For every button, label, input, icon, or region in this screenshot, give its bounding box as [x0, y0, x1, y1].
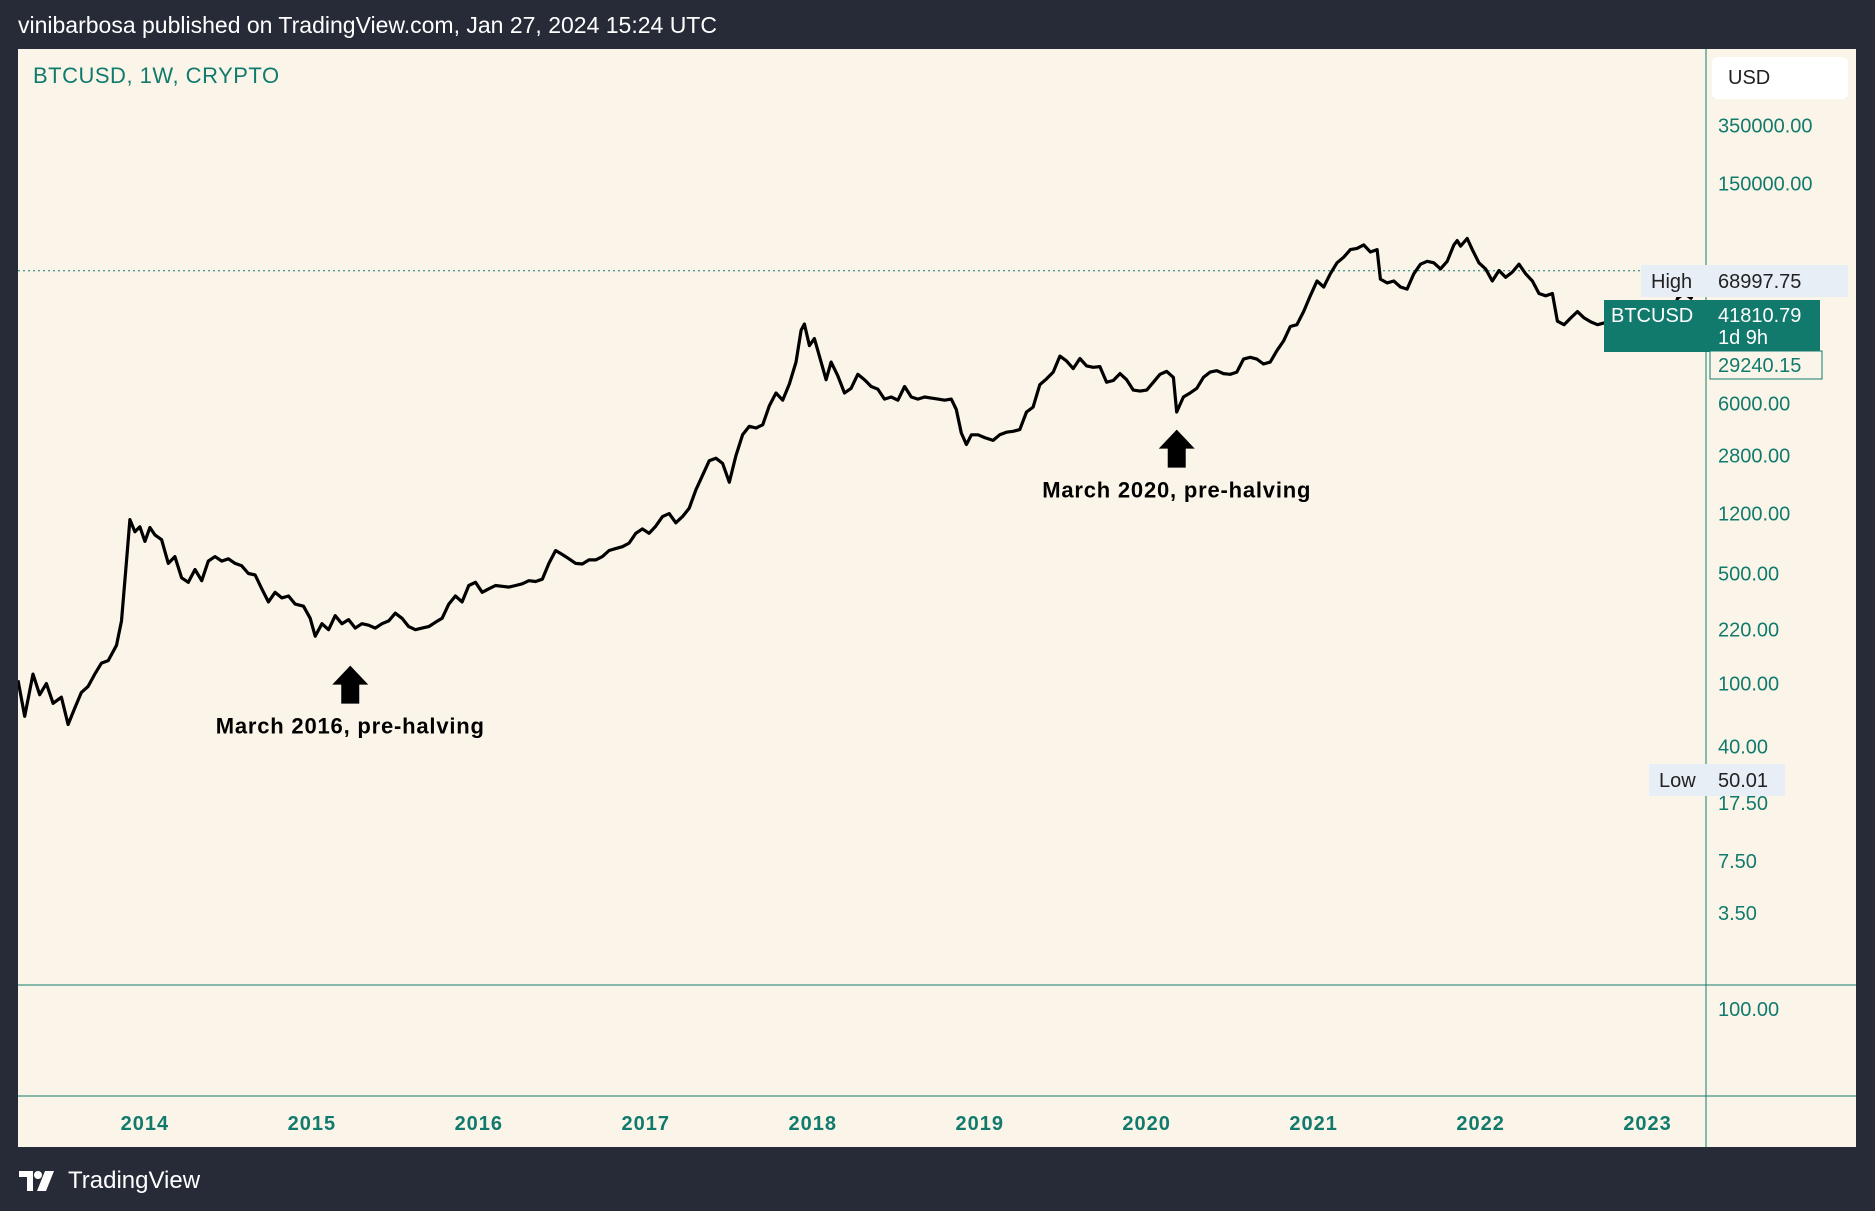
high-badge-bg	[1641, 265, 1848, 297]
high-value: 68997.75	[1718, 271, 1801, 293]
y-tick-label: 6000.00	[1718, 394, 1790, 416]
publish-info: vinibarbosa published on TradingView.com…	[18, 12, 717, 38]
y-tick-label: 150000.00	[1718, 173, 1813, 195]
y-tick-label: 100.00	[1718, 674, 1779, 696]
price-line	[18, 236, 1708, 727]
bar-countdown: 1d 9h	[1718, 327, 1768, 349]
prev-badge-bg	[1709, 350, 1823, 380]
y-tick-label: 500.00	[1718, 564, 1779, 586]
y-tick-label: 220.00	[1718, 620, 1779, 642]
annotation-label: March 2016, pre-halving	[216, 714, 485, 739]
y-tick-label: 350000.00	[1718, 115, 1813, 137]
y-tick-label: 3.50	[1718, 903, 1757, 925]
low-label: Low	[1659, 770, 1696, 792]
chart-symbol: BTCUSD, 1W, CRYPTO	[33, 63, 280, 88]
annotation-arrow	[332, 665, 369, 704]
x-tick-label: 2023	[1623, 1113, 1672, 1135]
current-value: 41810.79	[1718, 305, 1801, 327]
x-tick-label: 2022	[1456, 1113, 1505, 1135]
y-tick-label: 2800.00	[1718, 446, 1790, 468]
chart-area[interactable]: 2014 2015 2016 2017 2018 2019 2020 2021 2022 2023…	[18, 49, 1856, 1147]
low-value: 50.01	[1718, 770, 1768, 792]
x-tick-label: 2020	[1122, 1113, 1171, 1135]
x-tick-label: 2021	[1289, 1113, 1338, 1135]
x-tick-label: 2015	[288, 1113, 337, 1135]
y-tick-label: 17.50	[1718, 793, 1768, 815]
currency-button[interactable]: USD	[1712, 57, 1848, 99]
y-tick-label: 1200.00	[1718, 504, 1790, 526]
x-tick-label: 2017	[622, 1113, 671, 1135]
chart-svg[interactable]: 2014 2015 2016 2017 2018 2019 2020 2021 2022 2023…	[18, 49, 1856, 1147]
x-tick-label: 2019	[955, 1113, 1004, 1135]
current-badge-bg	[1604, 300, 1820, 352]
tradingview-logo-icon	[19, 1171, 54, 1191]
current-symbol: BTCUSD	[1611, 305, 1693, 327]
x-tick-label: 2016	[455, 1113, 504, 1135]
y-tick-label: 40.00	[1718, 736, 1768, 758]
footer-brand-label: TradingView	[68, 1167, 201, 1194]
subpanel-price-label: 100.00	[1718, 999, 1779, 1021]
low-badge-bg	[1649, 764, 1785, 796]
prev-value: 29240.15	[1718, 355, 1801, 377]
x-tick-label: 2018	[788, 1113, 837, 1135]
footer-brand[interactable]: TradingView	[18, 1165, 200, 1197]
annotation-label: March 2020, pre-halving	[1042, 478, 1311, 503]
x-tick-label: 2014	[121, 1113, 170, 1135]
high-label: High	[1651, 271, 1692, 293]
annotation-arrow	[1158, 429, 1195, 468]
y-tick-label: 7.50	[1718, 851, 1757, 873]
